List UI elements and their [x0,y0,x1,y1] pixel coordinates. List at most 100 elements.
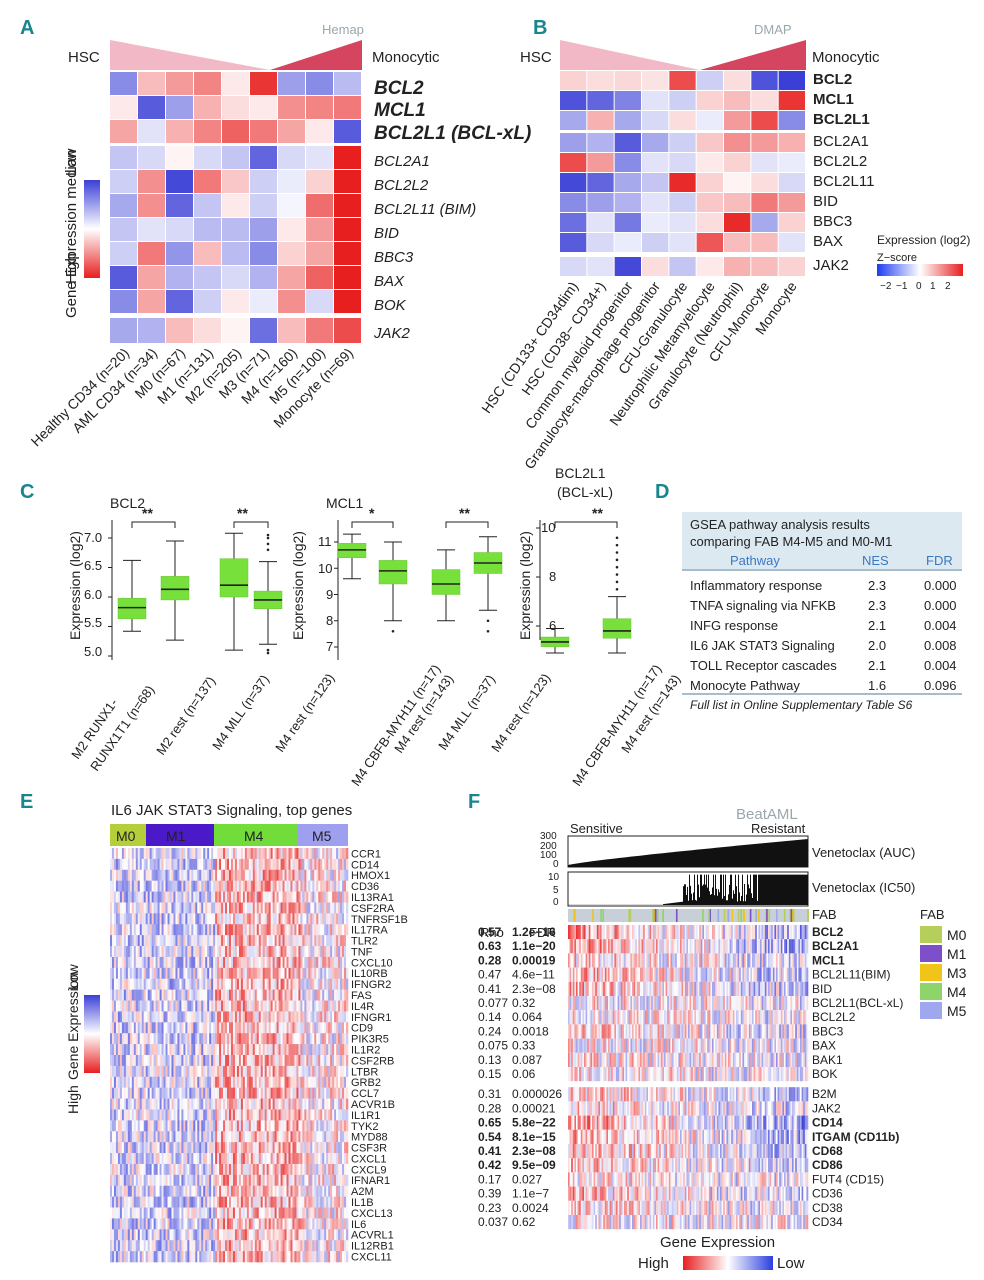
heatmap-cell [227,946,230,958]
heatmap-cell [300,1011,303,1023]
heatmap-cell [286,848,289,860]
heatmap-cell [308,1142,311,1154]
heatmap-cell [165,1000,168,1012]
heatmap-cell [320,1174,323,1187]
heatmap-cell [246,891,250,903]
heatmap-cell [330,989,333,1001]
heatmap-cell [292,1087,295,1099]
heatmap-cell [266,1044,269,1056]
heatmap-cell [276,1055,279,1067]
heatmap-cell [119,1000,123,1012]
heatmap-cell [175,1185,178,1197]
heatmap-cell [306,1218,309,1230]
heatmap-cell [280,946,283,958]
heatmap-cell [266,880,269,892]
heatmap-cell [163,902,166,914]
heatmap-cell [316,1120,319,1132]
heatmap-cell [336,880,339,892]
heatmap-cell [260,1044,264,1056]
heatmap-cell [205,1131,208,1143]
heatmap-cell [330,902,333,914]
heatmap-cell [256,1076,260,1088]
heatmap-cell [139,1022,143,1034]
heatmap-cell [256,1196,260,1208]
heatmap-cell [244,956,248,969]
heatmap-cell [262,902,265,914]
heatmap-cell [143,1251,146,1263]
heatmap-cell [330,1229,333,1241]
heatmap-cell [266,1000,269,1012]
heatmap-cell [298,858,301,871]
heatmap-cell [131,1087,135,1099]
heatmap-cell [139,1240,143,1252]
heatmap-cell [187,1229,190,1241]
heatmap-cell [110,935,113,947]
heatmap-cell [324,967,327,980]
heatmap-cell [276,1087,279,1099]
heatmap-cell [159,1229,162,1241]
heatmap-cell [294,869,297,881]
heatmap-cell [288,891,291,903]
heatmap-cell [165,1229,168,1241]
heatmap-cell [230,1153,234,1165]
heatmap-cell [115,1218,119,1230]
heatmap-cell [147,913,150,925]
heatmap-cell [119,891,123,903]
heatmap-cell [314,956,317,969]
heatmap-cell [290,1000,293,1012]
heatmap-cell [129,1174,133,1187]
heatmap-cell [254,1185,258,1197]
heatmap-cell [312,978,315,990]
heatmap-cell [344,1174,347,1187]
group-bar-m4 [214,824,298,846]
hemap-heatmap [110,72,361,343]
heatmap-cell [141,902,145,914]
heatmap-cell [199,1044,202,1056]
heatmap-cell [193,1000,196,1012]
heatmap-cell [324,956,327,969]
heatmap-cell [159,935,162,947]
heatmap-cell [165,978,168,990]
heatmap-cell [185,1207,188,1219]
heatmap-cell [346,869,349,881]
heatmap-cell [111,1153,115,1165]
heatmap-cell [338,1163,341,1176]
heatmap-cell [225,967,228,980]
heatmap-cell [173,924,176,936]
heatmap-cell [266,1251,269,1263]
heatmap-cell [225,1196,228,1208]
heatmap-cell [183,1120,186,1132]
heatmap-cell [330,1055,333,1067]
heatmap-cell [193,1240,196,1252]
heatmap-cell [280,1174,283,1187]
heatmap-cell [139,956,143,969]
heatmap-cell [614,233,641,252]
heatmap-cell [215,967,218,980]
heatmap-cell [213,946,216,958]
heatmap-cell [137,913,141,925]
gene-label: BOK [374,297,407,314]
heatmap-cell [129,1076,133,1088]
heatmap-cell [284,913,287,925]
heatmap-cell [147,956,150,969]
heatmap-cell [278,989,281,1001]
heatmap-cell [240,902,244,914]
heatmap-cell [334,1044,337,1056]
heatmap-cell [642,173,669,192]
heatmap-cell [211,1142,214,1154]
heatmap-cell [113,1174,117,1187]
heatmap-cell [258,935,262,947]
heatmap-cell [230,880,234,892]
heatmap-cell [147,848,150,860]
heatmap-cell [236,935,240,947]
heatmap-cell [246,1065,250,1078]
heatmap-cell [252,1000,256,1012]
heatmap-cell [189,978,192,990]
heatmap-cell [165,1185,168,1197]
heatmap-cell [306,1207,309,1219]
heatmap-cell [195,1163,198,1176]
heatmap-cell [133,880,137,892]
heatmap-cell [217,1185,220,1197]
heatmap-cell [127,956,131,969]
heatmap-cell [205,1011,208,1023]
